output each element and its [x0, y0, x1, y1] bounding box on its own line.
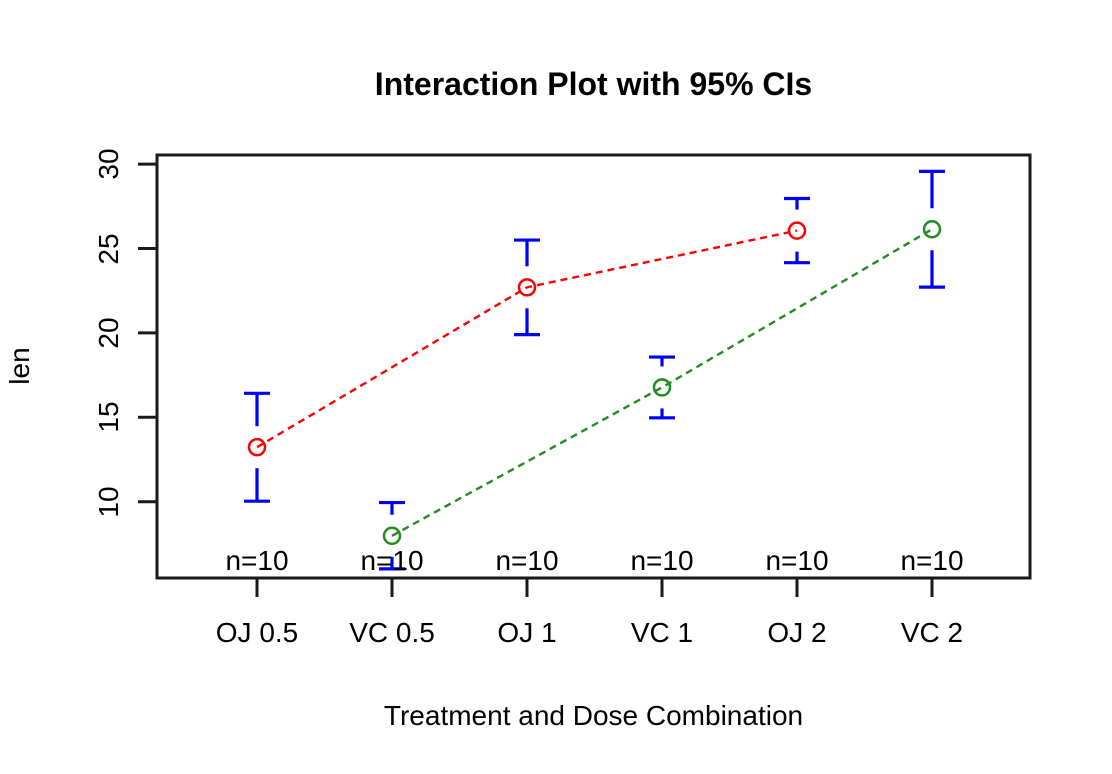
- x-tick-label: OJ 1: [497, 617, 557, 648]
- y-tick-label: 20: [93, 317, 124, 349]
- x-tick-label: OJ 0.5: [215, 617, 299, 648]
- series-line-vc: [391, 228, 933, 537]
- mean-point-vc: [382, 526, 402, 546]
- sample-size-label: n=10: [225, 545, 289, 576]
- y-tick-label: 30: [93, 148, 124, 180]
- mean-point-vc: [652, 378, 672, 397]
- x-tick-label: VC 0.5: [349, 617, 435, 648]
- x-tick-label: VC 2: [900, 617, 964, 648]
- x-tick-label: OJ 2: [767, 617, 827, 648]
- sample-size-label: n=10: [765, 545, 829, 576]
- sample-size-label: n=10: [495, 545, 559, 576]
- x-axis-title: Treatment and Dose Combination: [383, 700, 804, 731]
- y-tick-label: 25: [93, 232, 124, 265]
- sample-size-label: n=10: [630, 545, 694, 576]
- sample-size-label: n=10: [360, 545, 424, 576]
- y-tick-label: 15: [93, 401, 124, 433]
- chart-title: Interaction Plot with 95% CIs: [374, 66, 813, 102]
- y-tick-label: 10: [93, 486, 124, 518]
- sample-size-label: n=10: [900, 545, 964, 576]
- mean-point-vc: [922, 220, 942, 239]
- mean-point-oj: [517, 278, 537, 297]
- mean-point-oj: [247, 437, 267, 457]
- plot-box: [155, 153, 1032, 580]
- x-tick-label: VC 1: [630, 617, 694, 648]
- mean-point-oj: [787, 221, 807, 240]
- series-line-oj: [256, 229, 798, 449]
